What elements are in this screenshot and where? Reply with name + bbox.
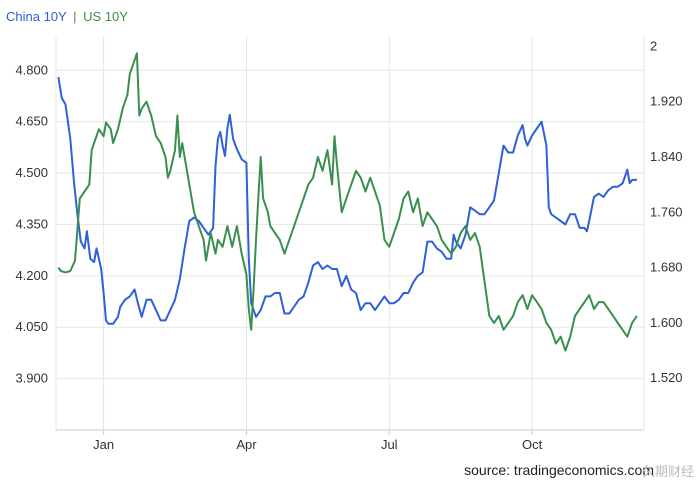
legend-china[interactable]: China 10Y — [6, 9, 67, 24]
watermark: 久期财经 — [641, 464, 694, 479]
x-tick-label: Jul — [381, 437, 398, 452]
chart-legend: China 10Y | US 10Y — [6, 9, 128, 24]
x-axis-ticks: Jan Apr Jul Oct — [93, 430, 543, 452]
y-left-tick-label: 4.200 — [15, 268, 48, 283]
y-right-tick-label: 1.520 — [650, 370, 683, 385]
source-note: source: tradingeconomics.com — [464, 462, 654, 478]
y-left-tick-label: 4.650 — [15, 114, 48, 129]
y-left-tick-label: 3.900 — [15, 371, 48, 386]
y-right-tick-label: 1.760 — [650, 204, 683, 219]
series-lines — [57, 52, 638, 352]
y-right-tick-label: 1.680 — [650, 260, 683, 275]
grid-lines — [55, 36, 645, 431]
left-axis-ticks: 4.800 4.650 4.500 4.350 4.200 4.050 3.900 — [15, 62, 48, 385]
series-line-us-10y[interactable] — [57, 52, 638, 352]
y-right-tick-label: 1.840 — [650, 149, 683, 164]
y-right-tick-label: 2 — [650, 38, 657, 53]
y-right-tick-label: 1.920 — [650, 94, 683, 109]
y-left-tick-label: 4.050 — [15, 319, 48, 334]
legend-us[interactable]: US 10Y — [83, 9, 128, 24]
x-tick-label: Jan — [93, 437, 114, 452]
series-line-china-10y[interactable] — [57, 76, 637, 325]
y-left-tick-label: 4.800 — [15, 62, 48, 77]
y-left-tick-label: 4.350 — [15, 216, 48, 231]
y-left-tick-label: 4.500 — [15, 165, 48, 180]
x-tick-label: Oct — [522, 437, 543, 452]
y-right-tick-label: 1.600 — [650, 315, 683, 330]
x-tick-label: Apr — [236, 437, 257, 452]
legend-separator: | — [73, 9, 77, 24]
right-axis-ticks: 2 1.920 1.840 1.760 1.680 1.600 1.520 — [650, 38, 683, 385]
